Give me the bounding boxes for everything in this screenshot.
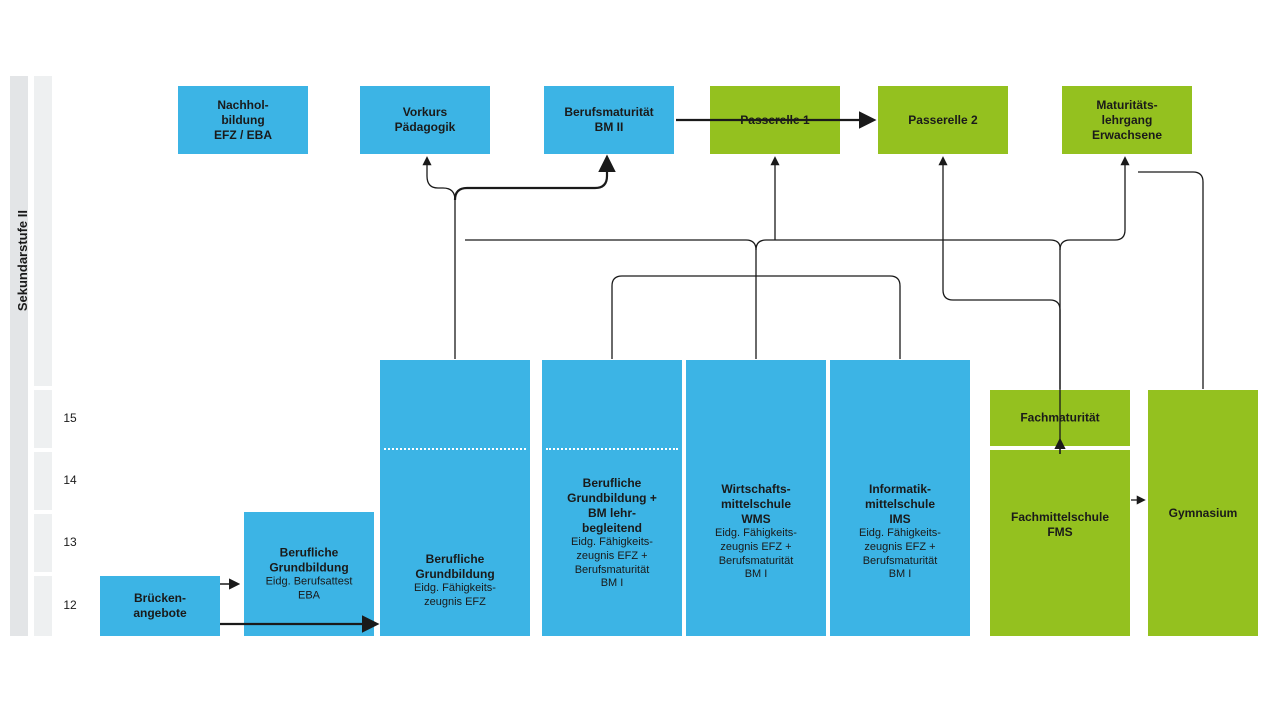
top-box-vorkurs: VorkursPädagogik — [360, 86, 490, 154]
box-subtitle: Berufsmaturität — [692, 555, 820, 569]
box-title: Berufliche — [250, 545, 368, 560]
box-title: IMS — [836, 512, 964, 527]
arrow-path — [612, 276, 900, 359]
box-title: WMS — [692, 512, 820, 527]
box-title: Berufliche — [548, 476, 676, 491]
box-title: Fachmittelschule — [996, 510, 1124, 525]
box-bm1: BeruflicheGrundbildung +BM lehr-begleite… — [542, 360, 682, 636]
box-title: Grundbildung — [386, 567, 524, 582]
top-box-label: Passerelle 2 — [908, 113, 977, 128]
box-subtitle: Eidg. Berufsattest — [250, 575, 368, 589]
box-subtitle: zeugnis EFZ — [386, 596, 524, 610]
arrow-path — [756, 240, 1060, 276]
box-fachmat: Fachmaturität — [990, 390, 1130, 446]
box-title: BM lehr- — [548, 506, 676, 521]
arrow-path — [1138, 172, 1203, 389]
box-title: FMS — [996, 525, 1124, 540]
box-gym: Gymnasium — [1148, 390, 1258, 636]
arrow-path — [465, 240, 756, 250]
axis-col2-seg — [34, 514, 52, 572]
arrow-path — [1060, 158, 1125, 250]
box-title: Wirtschafts- — [692, 482, 820, 497]
box-title: Brücken- — [106, 591, 214, 606]
top-box-label: Maturitäts- — [1096, 98, 1157, 113]
box-subtitle: Eidg. Fähigkeits- — [836, 527, 964, 541]
top-box-label: Pädagogik — [395, 120, 456, 135]
arrow-path — [943, 158, 1060, 389]
box-subtitle: zeugnis EFZ + — [836, 541, 964, 555]
box-bruecken: Brücken-angebote — [100, 576, 220, 636]
top-box-label: bildung — [221, 113, 264, 128]
box-subtitle: BM I — [692, 568, 820, 582]
top-box-label: BM II — [595, 120, 624, 135]
axis-col2-seg — [34, 452, 52, 510]
dotted-separator — [384, 448, 526, 450]
diagram-stage: 12131415Sekundarstufe IINachhol-bildungE… — [0, 0, 1280, 720]
box-title: Grundbildung — [250, 560, 368, 575]
top-box-label: Berufsmaturität — [564, 105, 653, 120]
box-wms: Wirtschafts-mittelschuleWMSEidg. Fähigke… — [686, 360, 826, 636]
top-box-label: EFZ / EBA — [214, 128, 272, 143]
top-box-label: Erwachsene — [1092, 128, 1162, 143]
box-title: Fachmaturität — [996, 411, 1124, 426]
top-box-bm2: BerufsmaturitätBM II — [544, 86, 674, 154]
top-box-label: Passerelle 1 — [740, 113, 809, 128]
axis-col1 — [10, 76, 28, 636]
box-subtitle: zeugnis EFZ + — [548, 550, 676, 564]
box-title: mittelschule — [836, 497, 964, 512]
box-title: Gymnasium — [1154, 506, 1252, 521]
box-subtitle: Eidg. Fähigkeits- — [386, 582, 524, 596]
box-subtitle: BM I — [836, 568, 964, 582]
box-title: Berufliche — [386, 552, 524, 567]
axis-col2-top — [34, 76, 52, 386]
box-title: Grundbildung + — [548, 491, 676, 506]
box-subtitle: Berufsmaturität — [548, 564, 676, 578]
box-subtitle: Eidg. Fähigkeits- — [692, 527, 820, 541]
top-box-nachhol: Nachhol-bildungEFZ / EBA — [178, 86, 308, 154]
white-separator — [990, 447, 1130, 449]
top-box-label: Vorkurs — [403, 105, 447, 120]
box-efz: BeruflicheGrundbildungEidg. Fähigkeits-z… — [380, 360, 530, 636]
axis-label-13: 13 — [58, 535, 82, 549]
arrow-path — [455, 158, 607, 200]
box-title: Informatik- — [836, 482, 964, 497]
top-box-matlehr: Maturitäts-lehrgangErwachsene — [1062, 86, 1192, 154]
axis-col2-seg — [34, 390, 52, 448]
box-fms: FachmittelschuleFMS — [990, 450, 1130, 636]
box-eba: BeruflicheGrundbildungEidg. Berufsattest… — [244, 512, 374, 636]
box-subtitle: Berufsmaturität — [836, 555, 964, 569]
box-ims: Informatik-mittelschuleIMSEidg. Fähigkei… — [830, 360, 970, 636]
box-subtitle: zeugnis EFZ + — [692, 541, 820, 555]
box-title: angebote — [106, 606, 214, 621]
axis-label-14: 14 — [58, 473, 82, 487]
arrow-path — [427, 158, 455, 359]
box-title: begleitend — [548, 521, 676, 536]
box-subtitle: Eidg. Fähigkeits- — [548, 536, 676, 550]
box-subtitle: EBA — [250, 589, 368, 603]
box-title: mittelschule — [692, 497, 820, 512]
sidebar-label: Sekundarstufe II — [15, 210, 30, 311]
axis-label-15: 15 — [58, 411, 82, 425]
box-subtitle: BM I — [548, 577, 676, 591]
top-box-pass2: Passerelle 2 — [878, 86, 1008, 154]
axis-col2-seg — [34, 576, 52, 636]
dotted-separator — [546, 448, 678, 450]
top-box-label: lehrgang — [1102, 113, 1153, 128]
axis-label-12: 12 — [58, 598, 82, 612]
top-box-label: Nachhol- — [217, 98, 268, 113]
top-box-pass1: Passerelle 1 — [710, 86, 840, 154]
